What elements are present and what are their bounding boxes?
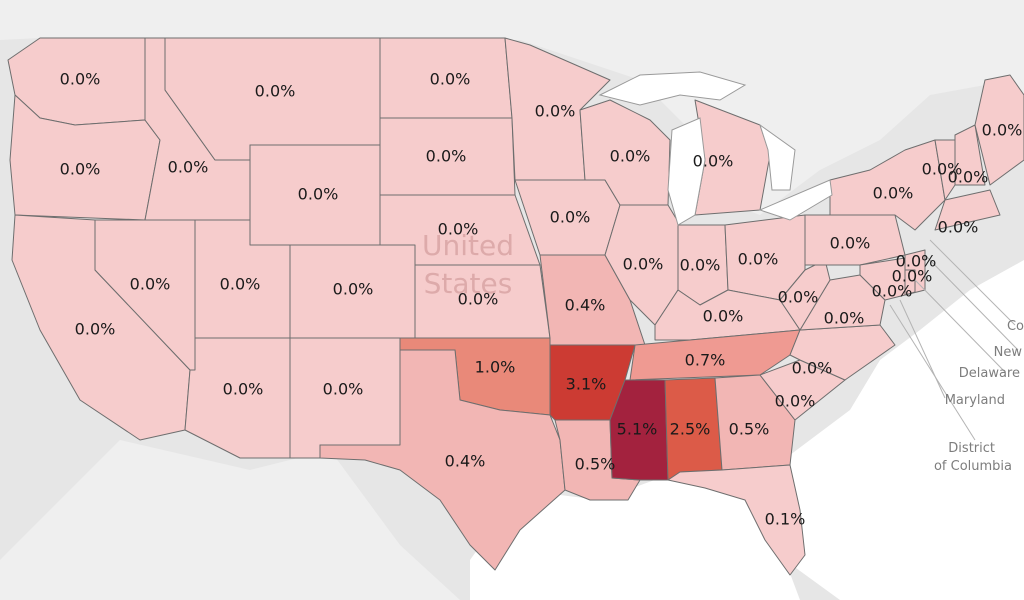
state-new-hampshire[interactable] (954, 124, 986, 186)
value-label-vermont: 0.0% (922, 160, 963, 179)
value-label-maine: 0.0% (982, 121, 1023, 140)
value-label-arkansas: 3.1% (566, 375, 607, 394)
leader-line (929, 239, 1016, 326)
value-label-illinois: 0.0% (623, 255, 664, 274)
leader-line (924, 254, 1019, 351)
reference-leader-lines (889, 239, 1019, 441)
value-label-tennessee: 0.7% (685, 351, 726, 370)
value-label-colorado: 0.0% (333, 280, 374, 299)
state-florida[interactable] (667, 464, 806, 576)
value-label-virginia: 0.0% (824, 309, 865, 328)
value-label-wyoming: 0.0% (298, 185, 339, 204)
value-label-indiana: 0.0% (680, 256, 721, 275)
value-label-louisiana: 0.5% (575, 455, 616, 474)
atlantic-ocean (760, 260, 1024, 600)
lake-erie (758, 179, 833, 221)
value-label-kentucky: 0.0% (703, 307, 744, 326)
mexico-land (0, 440, 460, 600)
value-label-west-virginia: 0.0% (778, 288, 819, 307)
value-label-utah: 0.0% (220, 275, 261, 294)
lake-superior (598, 71, 747, 106)
ref-label-delaware: Delaware (959, 366, 1020, 381)
value-label-nevada: 0.0% (130, 275, 171, 294)
value-label-nebraska: 0.0% (438, 220, 479, 239)
state-delaware[interactable] (904, 269, 916, 296)
value-label-wisconsin: 0.0% (610, 147, 651, 166)
value-label-montana: 0.0% (255, 82, 296, 101)
value-label-arizona: 0.0% (223, 380, 264, 399)
value-label-south-carolina: 0.0% (775, 392, 816, 411)
leader-line (899, 299, 946, 399)
value-label-missouri: 0.4% (565, 296, 606, 315)
lake-michigan (667, 117, 706, 226)
state-value-labels: 0.0% 0.0% 0.0% 0.0% 0.0% 0.0% 0.0% 0.0% … (60, 70, 1023, 529)
value-label-alabama: 2.5% (670, 420, 711, 439)
value-label-florida: 0.1% (765, 510, 806, 529)
value-label-mississippi: 5.1% (617, 420, 658, 439)
country-label-line-2: States (424, 267, 513, 300)
state-georgia[interactable] (714, 374, 796, 471)
value-label-texas: 0.4% (445, 452, 486, 471)
states-layer (7, 37, 1024, 576)
value-label-california: 0.0% (75, 320, 116, 339)
ref-label-of-columbia: of Columbia (934, 459, 1012, 474)
lake-huron (759, 123, 796, 191)
value-label-north-dakota: 0.0% (430, 70, 471, 89)
value-label-ohio: 0.0% (738, 250, 779, 269)
leader-line (914, 279, 1006, 373)
ref-label-district: District (948, 441, 995, 456)
value-label-oregon: 0.0% (60, 160, 101, 179)
value-label-kansas: 0.0% (458, 290, 499, 309)
value-label-new-mexico: 0.0% (323, 380, 364, 399)
value-label-idaho: 0.0% (168, 158, 209, 177)
value-label-new-hampshire: 0.0% (948, 168, 989, 187)
value-label-south-dakota: 0.0% (426, 147, 467, 166)
state-maryland[interactable] (859, 257, 906, 301)
value-label-north-carolina: 0.0% (792, 359, 833, 378)
value-label-maryland: 0.0% (872, 282, 913, 301)
value-label-oklahoma: 1.0% (475, 358, 516, 377)
value-label-delaware: 0.0% (892, 267, 933, 286)
leader-line (889, 304, 976, 441)
value-label-georgia: 0.5% (729, 420, 770, 439)
value-label-iowa: 0.0% (550, 208, 591, 227)
ref-label-co: Co (1007, 319, 1024, 334)
state-texas[interactable] (319, 349, 566, 571)
value-label-minnesota: 0.0% (535, 102, 576, 121)
value-label-washington: 0.0% (60, 70, 101, 89)
country-label-line-1: United (422, 229, 514, 262)
gulf-of-mexico (470, 470, 800, 600)
ref-label-maryland: Maryland (945, 393, 1005, 408)
value-label-michigan: 0.0% (693, 152, 734, 171)
value-label-new-jersey: 0.0% (896, 252, 937, 271)
state-massachusetts[interactable] (934, 189, 1001, 231)
value-label-new-york: 0.0% (873, 184, 914, 203)
value-label-massachusetts: 0.0% (938, 218, 979, 237)
state-west-virginia[interactable] (779, 259, 831, 331)
ref-label-new: New (994, 345, 1023, 360)
state-maine[interactable] (974, 74, 1024, 186)
value-label-pennsylvania: 0.0% (830, 234, 871, 253)
